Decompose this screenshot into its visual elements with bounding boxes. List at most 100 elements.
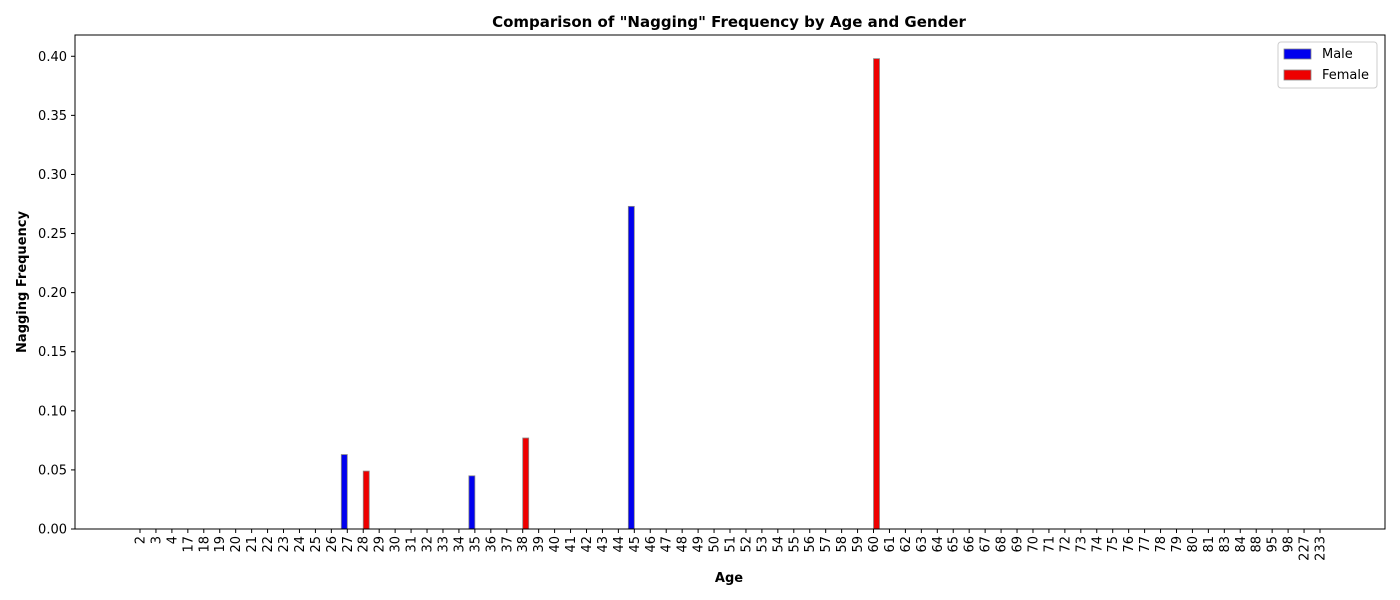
x-tick-label: 233 <box>1314 536 1329 561</box>
x-tick-label: 56 <box>803 536 818 553</box>
x-tick-label: 50 <box>708 536 723 553</box>
x-tick-label: 48 <box>676 536 691 553</box>
legend: Male Female <box>1277 41 1378 89</box>
x-tick-label: 32 <box>421 536 436 553</box>
x-tick-label: 81 <box>1202 536 1217 553</box>
x-tick-label: 72 <box>1058 536 1073 553</box>
x-tick-label: 36 <box>484 536 499 553</box>
x-tick-label: 74 <box>1090 536 1105 553</box>
x-tick-label: 45 <box>628 536 643 553</box>
x-tick-label: 47 <box>660 536 675 553</box>
bar-male-age-35 <box>468 475 476 530</box>
y-tick-label: 0.35 <box>38 109 67 124</box>
x-axis-ticks: 2 3 4 17 18 19 20 21 22 23 24 25 26 27 28 29 30 31 32 33 34 3… <box>134 529 1329 561</box>
x-tick-label: 38 <box>516 536 531 553</box>
x-tick-label: 60 <box>867 536 882 553</box>
x-tick-label: 35 <box>468 536 483 553</box>
y-tick-label: 0.00 <box>38 523 67 538</box>
legend-swatch-male <box>1283 48 1312 60</box>
x-tick-label: 29 <box>373 536 388 553</box>
x-tick-label: 61 <box>883 536 898 553</box>
x-tick-label: 26 <box>325 536 340 553</box>
bar-series-group <box>340 58 880 530</box>
x-tick-label: 57 <box>819 536 834 553</box>
y-tick-label: 0.30 <box>38 168 67 183</box>
x-tick-label: 31 <box>405 536 420 553</box>
x-tick-label: 40 <box>548 536 563 553</box>
y-tick-label: 0.40 <box>38 50 67 65</box>
x-axis-label: Age <box>715 571 743 586</box>
x-tick-label: 98 <box>1282 536 1297 553</box>
bar-male-age-27 <box>340 454 348 530</box>
x-tick-label: 54 <box>771 536 786 553</box>
x-tick-label: 24 <box>293 536 308 553</box>
legend-label-female: Female <box>1322 68 1369 83</box>
x-tick-label: 71 <box>1042 536 1057 553</box>
x-tick-label: 63 <box>915 536 930 553</box>
x-tick-label: 84 <box>1234 536 1249 553</box>
x-tick-label: 51 <box>724 536 739 553</box>
y-tick-label: 0.20 <box>38 286 67 301</box>
x-tick-label: 43 <box>596 536 611 553</box>
plot-area-frame <box>74 34 1386 530</box>
x-tick-label: 55 <box>787 536 802 553</box>
x-tick-label: 79 <box>1170 536 1185 553</box>
x-tick-label: 33 <box>436 536 451 553</box>
x-tick-label: 17 <box>181 536 196 553</box>
x-tick-label: 37 <box>500 536 515 553</box>
x-tick-label: 68 <box>995 536 1010 553</box>
x-tick-label: 3 <box>149 536 164 544</box>
bar-female-age-38 <box>522 437 530 530</box>
x-tick-label: 62 <box>899 536 914 553</box>
x-tick-label: 44 <box>612 536 627 553</box>
x-tick-label: 20 <box>229 536 244 553</box>
x-tick-label: 65 <box>947 536 962 553</box>
x-tick-label: 19 <box>213 536 228 553</box>
x-tick-label: 76 <box>1122 536 1137 553</box>
x-tick-label: 2 <box>134 536 149 544</box>
x-tick-label: 41 <box>564 536 579 553</box>
x-tick-label: 22 <box>261 536 276 553</box>
x-tick-label: 21 <box>245 536 260 553</box>
legend-label-male: Male <box>1322 47 1353 62</box>
x-tick-label: 49 <box>692 536 707 553</box>
y-tick-label: 0.05 <box>38 463 67 478</box>
x-tick-label: 88 <box>1250 536 1265 553</box>
y-tick-label: 0.25 <box>38 227 67 242</box>
y-axis-ticks: 0.00 0.05 0.10 0.15 0.20 0.25 0.30 0.35 0.40 <box>38 50 75 538</box>
x-tick-label: 70 <box>1026 536 1041 553</box>
x-tick-label: 66 <box>963 536 978 553</box>
x-tick-label: 80 <box>1186 536 1201 553</box>
y-tick-label: 0.10 <box>38 404 67 419</box>
x-tick-label: 73 <box>1074 536 1089 553</box>
bar-female-age-60 <box>873 58 880 530</box>
x-tick-label: 53 <box>755 536 770 553</box>
x-tick-label: 52 <box>739 536 754 553</box>
x-tick-label: 25 <box>309 536 324 553</box>
x-tick-label: 69 <box>1011 536 1026 553</box>
x-tick-label: 78 <box>1154 536 1169 553</box>
x-tick-label: 77 <box>1138 536 1153 553</box>
x-tick-label: 30 <box>389 536 404 553</box>
x-tick-label: 64 <box>931 536 946 553</box>
x-tick-label: 39 <box>532 536 547 553</box>
bar-female-age-28 <box>362 470 370 530</box>
x-tick-label: 58 <box>835 536 850 553</box>
x-tick-label: 46 <box>644 536 659 553</box>
x-tick-label: 4 <box>165 536 180 544</box>
x-tick-label: 34 <box>452 536 467 553</box>
x-tick-label: 83 <box>1218 536 1233 553</box>
x-tick-label: 95 <box>1266 536 1281 553</box>
y-axis-label: Nagging Frequency <box>15 211 30 353</box>
x-tick-label: 59 <box>851 536 866 553</box>
x-tick-label: 28 <box>357 536 372 553</box>
x-tick-label: 18 <box>197 536 212 553</box>
bar-male-age-45 <box>627 205 635 530</box>
x-tick-label: 42 <box>580 536 595 553</box>
x-tick-label: 23 <box>277 536 292 553</box>
chart-title: Comparison of "Nagging" Frequency by Age… <box>492 13 966 31</box>
legend-swatch-female <box>1283 69 1312 81</box>
x-tick-label: 227 <box>1298 536 1313 561</box>
x-tick-label: 67 <box>979 536 994 553</box>
